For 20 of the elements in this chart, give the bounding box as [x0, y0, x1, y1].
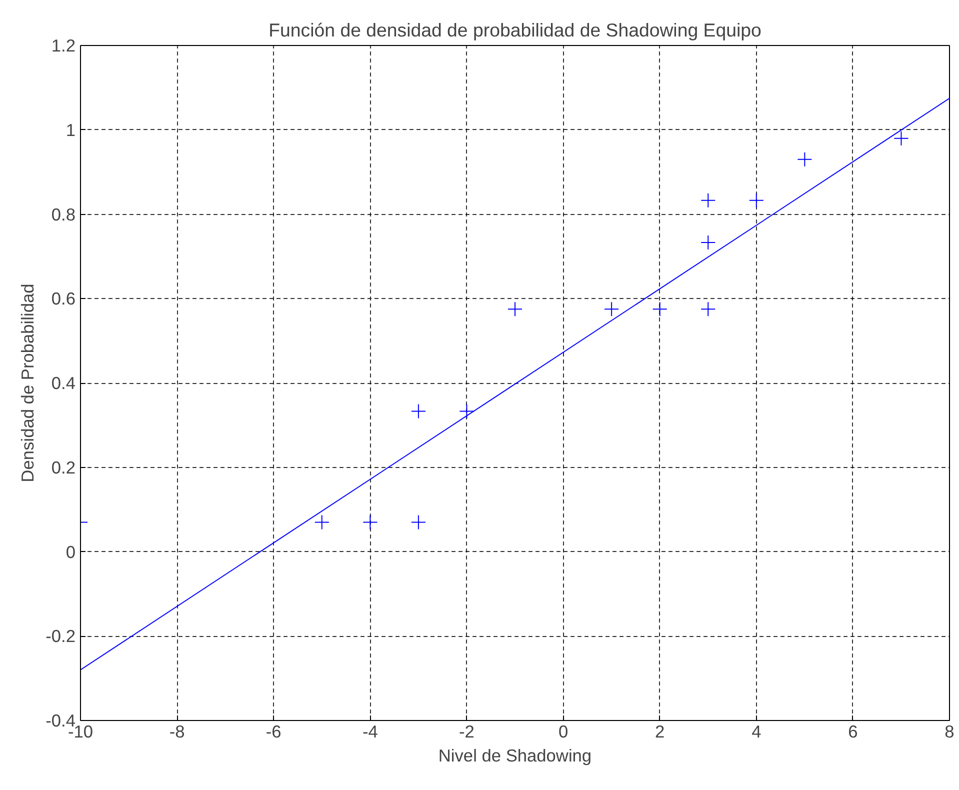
x-tick-label: 8 [944, 722, 954, 742]
y-tick-label: 0 [66, 542, 76, 562]
y-tick-label: 1 [66, 120, 76, 140]
y-tick-label: 0.8 [51, 204, 76, 224]
x-tick-label: -8 [169, 722, 185, 742]
x-tick-label: -6 [266, 722, 282, 742]
x-tick-label: -2 [459, 722, 474, 742]
y-tick-label: 0.6 [51, 288, 76, 309]
x-tick-label: -4 [362, 722, 378, 742]
x-tick-label: 6 [848, 722, 858, 742]
y-axis-title: Densidad de Probabilidad [18, 284, 38, 482]
y-tick-label: 1.2 [51, 36, 76, 56]
x-tick-label: 2 [655, 722, 665, 742]
y-tick-label: -0.2 [46, 626, 76, 646]
chart-title: Función de densidad de probabilidad de Shadowing Equipo [268, 20, 762, 40]
y-tick-label: 0.4 [51, 373, 76, 393]
x-axis-title: Nivel de Shadowing [438, 746, 592, 766]
x-tick-label: 4 [752, 722, 762, 742]
x-tick-label: 0 [558, 722, 568, 742]
y-tick-label: 0.2 [51, 457, 76, 478]
